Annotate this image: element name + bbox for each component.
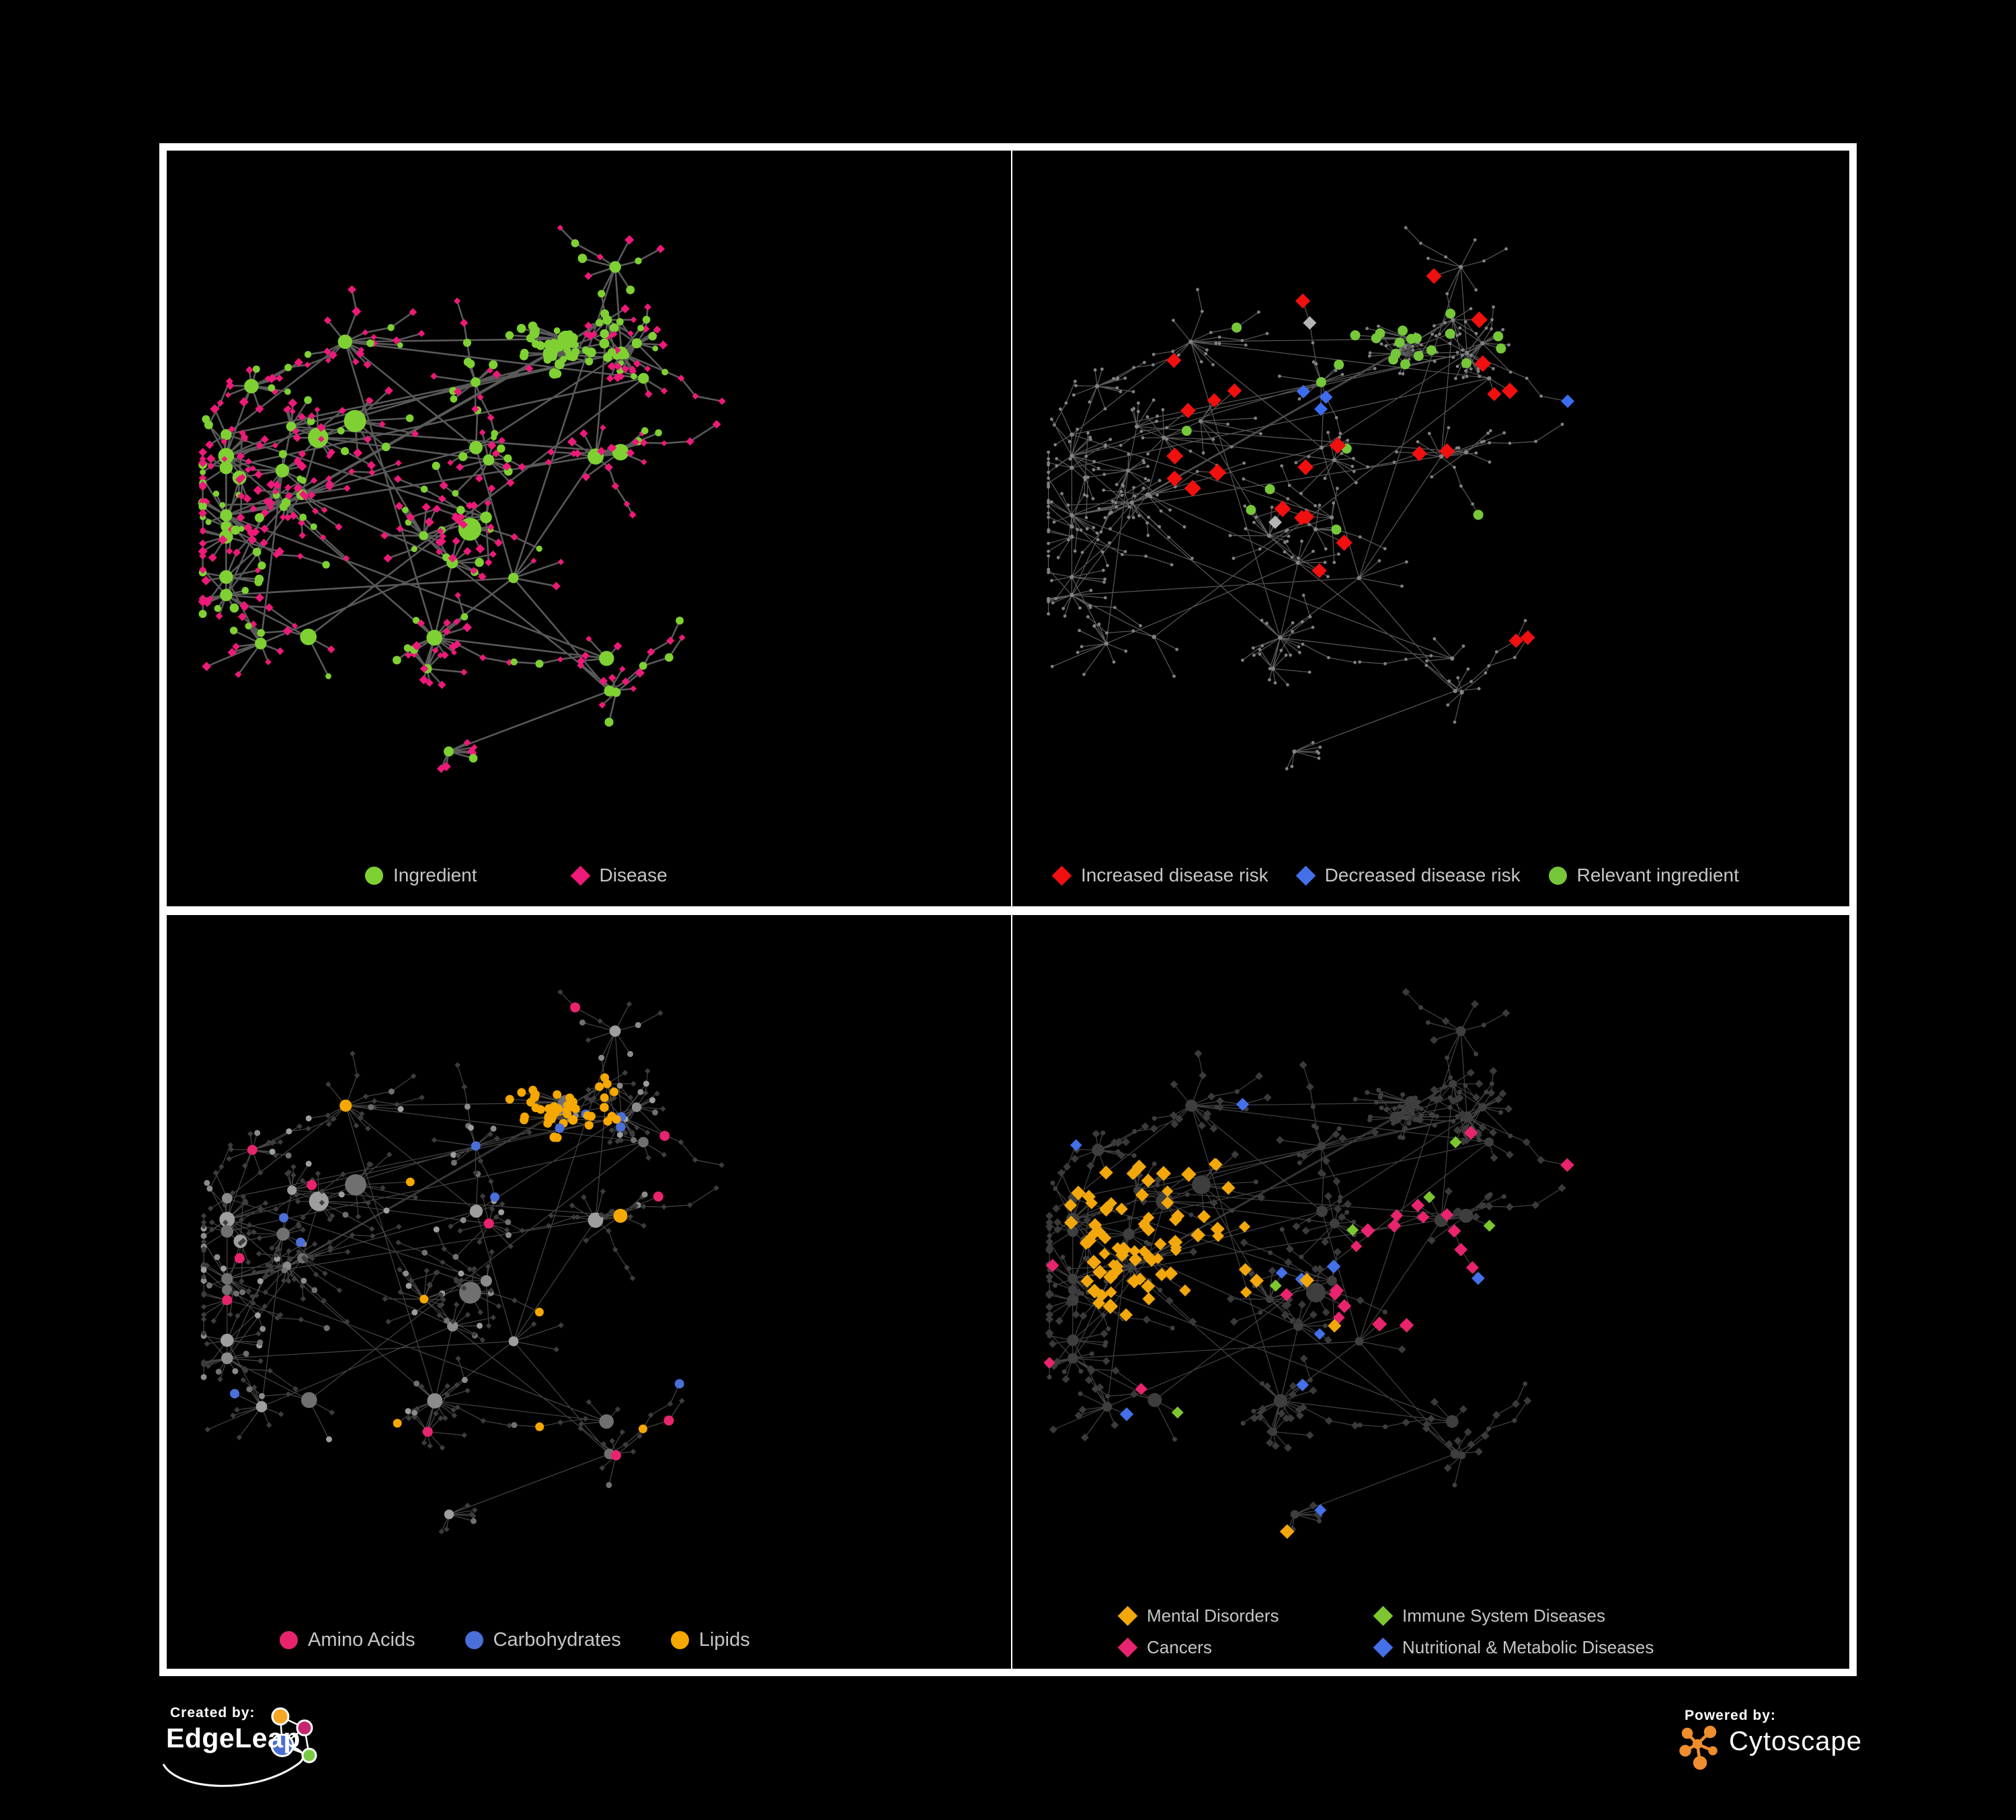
legend-row: Ingredient Disease [365, 865, 668, 886]
legend-marker-circle-icon [670, 1631, 689, 1649]
legend-label: Increased disease risk [1081, 865, 1268, 885]
panel-disease-risk: Increased disease risk Decreased disease … [1012, 151, 1849, 906]
legend-label: Amino Acids [308, 1629, 415, 1651]
network-graph-disease-classes [1043, 988, 1574, 1539]
figure-frame: Ingredient Disease Increased disease risk… [159, 143, 1857, 1676]
powered-by-label: Powered by: [1685, 1708, 1776, 1723]
legend-label: Lipids [698, 1629, 750, 1651]
legend-item: Decreased disease risk [1295, 865, 1521, 886]
created-by-label: Created by: [170, 1705, 255, 1720]
legend-item: Carbohydrates [465, 1629, 621, 1651]
legend-item: Mental Disorders [1117, 1606, 1374, 1626]
legend-row: Cancers Nutritional & Metabolic Diseases [1117, 1637, 1654, 1658]
panel-divider-horizontal [167, 906, 1849, 915]
legend-marker-circle-icon [280, 1631, 298, 1649]
legend-label: Mental Disorders [1147, 1606, 1279, 1626]
legend-label: Nutritional & Metabolic Diseases [1402, 1637, 1654, 1657]
edgeleap-logo-icon [159, 1693, 388, 1804]
legend-row: Mental Disorders Immune System Diseases [1117, 1606, 1654, 1626]
legend-label: Relevant ingredient [1576, 865, 1739, 885]
network-graph-disease-risk [1047, 226, 1574, 770]
legend-marker-diamond-icon [1051, 865, 1072, 885]
legend-marker-diamond-icon [1373, 1606, 1394, 1626]
legend-label: Disease [599, 865, 668, 885]
legend-disease-classes: Mental Disorders Immune System Diseases Ca… [1117, 1606, 1654, 1658]
cytoscape-logo-icon [1679, 1724, 1724, 1776]
legend-marker-diamond-icon [1117, 1606, 1138, 1626]
legend-disease-risk: Increased disease risk Decreased disease … [1051, 865, 1739, 886]
legend-row: Increased disease risk Decreased disease … [1051, 865, 1739, 886]
panel-nutrient-classes: Amino Acids Carbohydrates Lipids [167, 915, 1004, 1669]
legend-marker-diamond-icon [570, 865, 590, 885]
legend-marker-diamond-icon [1373, 1637, 1394, 1658]
network-graph-nutrient-classes [200, 989, 725, 1535]
legend-item: Cancers [1117, 1637, 1374, 1658]
cytoscape-brand: Cytoscape [1729, 1727, 1862, 1756]
legend-marker-circle-icon [365, 866, 383, 885]
network-graph-ingredient-disease [198, 225, 726, 773]
panel-disease-classes: Mental Disorders Immune System Diseases Ca… [1012, 915, 1849, 1669]
legend-label: Immune System Diseases [1402, 1606, 1605, 1626]
created-by-block: Created by: EdgeLeap [159, 1693, 388, 1801]
legend-label: Ingredient [393, 865, 477, 885]
powered-by-block: Powered by: Cytoscape [1674, 1701, 1876, 1788]
legend-item: Nutritional & Metabolic Diseases [1373, 1637, 1654, 1658]
legend-nutrient-classes: Amino Acids Carbohydrates Lipids [280, 1629, 750, 1651]
legend-marker-diamond-icon [1117, 1637, 1138, 1658]
legend-item: Ingredient [365, 865, 477, 886]
legend-item: Increased disease risk [1051, 865, 1268, 886]
legend-item: Lipids [670, 1629, 750, 1651]
legend-item: Amino Acids [280, 1629, 415, 1651]
edgeleap-glyph-nodes [270, 1707, 317, 1764]
legend-marker-circle-icon [465, 1631, 483, 1649]
legend-row: Amino Acids Carbohydrates Lipids [280, 1629, 750, 1651]
panel-ingredient-disease: Ingredient Disease [167, 151, 1004, 906]
legend-ingredient-disease: Ingredient Disease [365, 865, 668, 886]
legend-item: Immune System Diseases [1373, 1606, 1605, 1626]
legend-item: Disease [570, 865, 668, 886]
legend-marker-circle-icon [1548, 866, 1567, 885]
legend-label: Decreased disease risk [1324, 865, 1521, 885]
legend-label: Cancers [1147, 1637, 1212, 1657]
edgeleap-brand: EdgeLeap [166, 1723, 300, 1753]
legend-label: Carbohydrates [493, 1629, 621, 1651]
legend-item: Relevant ingredient [1548, 865, 1739, 886]
legend-marker-diamond-icon [1295, 865, 1316, 885]
